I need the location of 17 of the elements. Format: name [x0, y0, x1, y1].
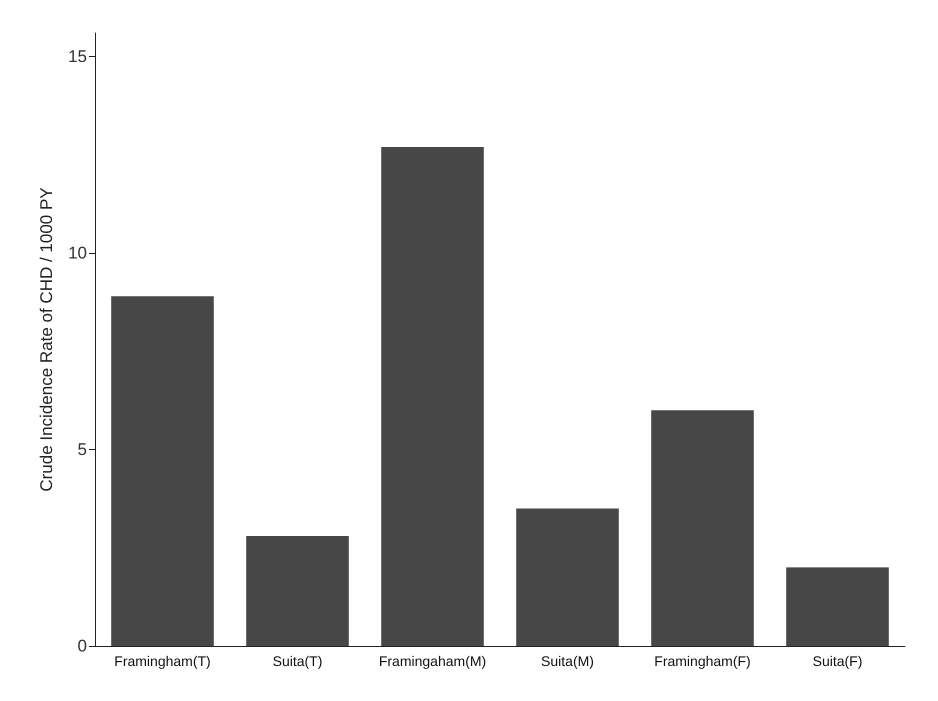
y-axis-title: Crude Incidence Rate of CHD / 1000 PY	[37, 187, 56, 492]
bar	[516, 508, 619, 646]
x-tick-label: Suita(M)	[541, 653, 594, 669]
y-tick-label: 0	[78, 636, 87, 656]
y-tick-label: 10	[68, 244, 87, 263]
bar	[786, 567, 889, 646]
x-tick-label: Suita(F)	[812, 653, 862, 669]
bar	[651, 410, 754, 646]
x-tick-label: Framingham(F)	[654, 653, 751, 669]
bar	[381, 146, 484, 646]
x-tick-label: Suita(T)	[272, 653, 322, 669]
x-tick-label: Framingham(T)	[114, 653, 211, 669]
y-tick-label: 5	[78, 440, 87, 460]
bar	[246, 536, 349, 646]
x-tick-label: Framingaham(M)	[378, 653, 486, 669]
bar	[111, 296, 214, 646]
y-tick-label: 15	[68, 47, 87, 66]
